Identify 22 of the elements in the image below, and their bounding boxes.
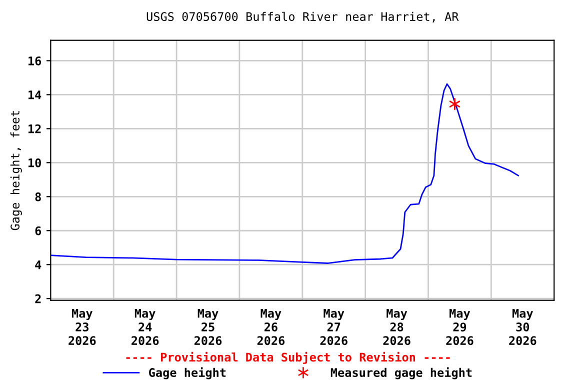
x-tick-label: May 23 2026 xyxy=(68,308,96,346)
y-tick-label: 6 xyxy=(35,226,42,236)
x-tick-label: May 26 2026 xyxy=(257,308,285,346)
y-tick-label: 16 xyxy=(28,56,42,66)
y-tick-label: 8 xyxy=(35,192,41,202)
legend-label: Measured gage height xyxy=(330,367,472,380)
x-tick-label: May 27 2026 xyxy=(320,308,348,346)
chart-title: USGS 07056700 Buffalo River near Harriet, AR xyxy=(146,12,459,23)
y-tick-label: 10 xyxy=(28,158,41,168)
y-tick-label: 14 xyxy=(28,90,42,100)
x-tick-label: May 28 2026 xyxy=(383,308,410,346)
y-tick-label: 4 xyxy=(35,260,42,270)
text: ---- Provisional Data Subject to Revision ---- xyxy=(126,352,450,364)
x-tick-label: May 25 2026 xyxy=(194,308,222,346)
y-tick-label: 12 xyxy=(28,124,41,134)
y-axis-title: Gage height, feet xyxy=(10,111,22,230)
x-tick-label: May 24 2026 xyxy=(132,308,159,346)
line-series xyxy=(50,83,519,264)
y-tick-label: 2 xyxy=(35,294,41,304)
x-tick-label: May 30 2026 xyxy=(509,308,536,346)
x-tick-label: May 29 2026 xyxy=(446,308,474,346)
legend-label: Gage height xyxy=(149,367,226,380)
